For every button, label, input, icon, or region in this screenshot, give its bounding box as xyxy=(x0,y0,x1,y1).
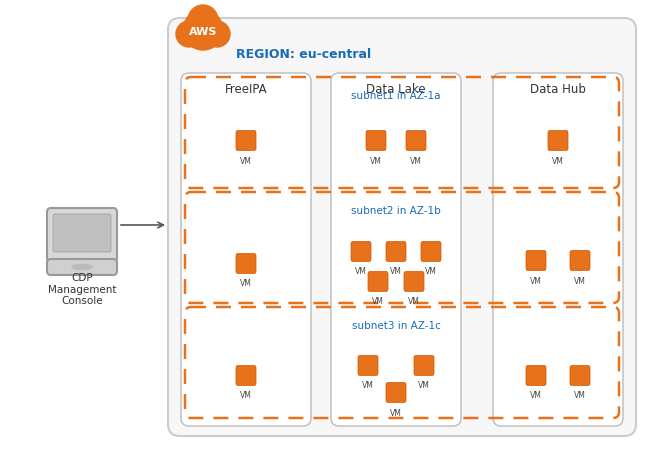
Text: VM: VM xyxy=(574,276,586,285)
Text: VM: VM xyxy=(355,267,367,276)
FancyBboxPatch shape xyxy=(168,18,636,436)
Text: VM: VM xyxy=(530,276,542,285)
Text: AWS: AWS xyxy=(188,27,217,37)
FancyBboxPatch shape xyxy=(386,382,406,402)
FancyBboxPatch shape xyxy=(236,130,256,150)
FancyBboxPatch shape xyxy=(414,356,434,375)
FancyBboxPatch shape xyxy=(351,242,371,261)
Text: VM: VM xyxy=(362,382,374,391)
FancyBboxPatch shape xyxy=(53,214,111,252)
Circle shape xyxy=(183,10,223,50)
Text: VM: VM xyxy=(390,267,402,276)
FancyBboxPatch shape xyxy=(421,242,441,261)
FancyBboxPatch shape xyxy=(386,242,406,261)
Text: REGION: eu-central: REGION: eu-central xyxy=(236,48,371,61)
FancyBboxPatch shape xyxy=(526,251,546,270)
Circle shape xyxy=(188,5,218,35)
Text: Data Lake: Data Lake xyxy=(366,83,426,96)
FancyBboxPatch shape xyxy=(181,73,311,426)
FancyBboxPatch shape xyxy=(570,365,590,386)
Text: subnet2 in AZ-1b: subnet2 in AZ-1b xyxy=(351,206,441,216)
FancyBboxPatch shape xyxy=(366,130,386,150)
Text: VM: VM xyxy=(240,392,252,400)
Text: VM: VM xyxy=(574,392,586,400)
Text: VM: VM xyxy=(408,297,420,306)
FancyBboxPatch shape xyxy=(493,73,623,426)
FancyBboxPatch shape xyxy=(548,130,568,150)
Text: VM: VM xyxy=(370,157,382,166)
Text: VM: VM xyxy=(530,392,542,400)
Text: Data Hub: Data Hub xyxy=(530,83,586,96)
Circle shape xyxy=(204,21,230,47)
Text: VM: VM xyxy=(372,297,384,306)
Text: VM: VM xyxy=(240,279,252,288)
Text: subnet3 in AZ-1c: subnet3 in AZ-1c xyxy=(352,321,441,331)
Text: VM: VM xyxy=(418,382,430,391)
FancyBboxPatch shape xyxy=(368,271,388,292)
FancyBboxPatch shape xyxy=(406,130,426,150)
Text: subnet1 in AZ-1a: subnet1 in AZ-1a xyxy=(351,91,441,101)
FancyBboxPatch shape xyxy=(47,259,117,275)
Text: VM: VM xyxy=(390,409,402,418)
Text: FreeIPA: FreeIPA xyxy=(225,83,267,96)
FancyBboxPatch shape xyxy=(404,271,424,292)
Text: VM: VM xyxy=(240,157,252,166)
Text: VM: VM xyxy=(552,157,564,166)
Text: CDP
Management
Console: CDP Management Console xyxy=(47,273,116,306)
Text: VM: VM xyxy=(425,267,437,276)
FancyBboxPatch shape xyxy=(47,208,117,262)
FancyBboxPatch shape xyxy=(236,365,256,386)
FancyBboxPatch shape xyxy=(526,365,546,386)
Ellipse shape xyxy=(72,265,92,270)
Text: VM: VM xyxy=(410,157,422,166)
Circle shape xyxy=(176,21,202,47)
FancyBboxPatch shape xyxy=(331,73,461,426)
FancyBboxPatch shape xyxy=(358,356,378,375)
FancyBboxPatch shape xyxy=(236,253,256,274)
FancyBboxPatch shape xyxy=(570,251,590,270)
